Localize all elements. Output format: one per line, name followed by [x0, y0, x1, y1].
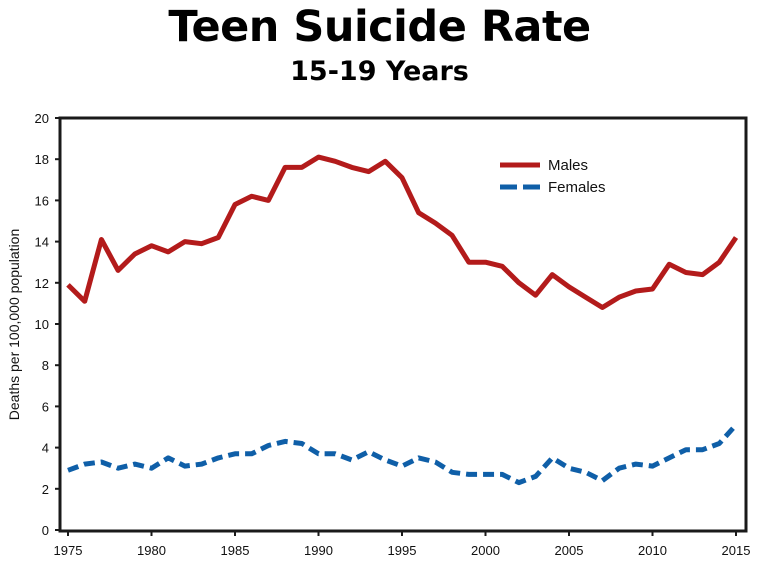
- x-tick-label: 1985: [221, 543, 250, 558]
- y-tick-label: 6: [42, 399, 49, 414]
- x-tick-label: 1990: [304, 543, 333, 558]
- x-tick-label: 2015: [722, 543, 751, 558]
- y-tick-label: 20: [35, 111, 49, 126]
- x-tick-label: 2010: [638, 543, 667, 558]
- series-line-females: [67, 423, 738, 486]
- chart-title: Teen Suicide Rate: [168, 2, 591, 52]
- y-tick-label: 16: [35, 193, 49, 208]
- legend-label-females: Females: [548, 179, 606, 196]
- y-tick-label: 0: [42, 523, 49, 538]
- y-tick-label: 4: [42, 441, 49, 456]
- series-line-males: [66, 154, 739, 310]
- y-axis-label: Deaths per 100,000 population: [6, 229, 22, 420]
- x-tick-label: 1995: [388, 543, 417, 558]
- x-tick-label: 1975: [54, 543, 83, 558]
- x-tick-label: 2000: [471, 543, 500, 558]
- y-tick-label: 10: [35, 317, 49, 332]
- chart-subtitle: 15-19 Years: [290, 56, 469, 87]
- legend-label-males: Males: [548, 157, 588, 174]
- y-tick-label: 14: [35, 235, 49, 250]
- y-tick-label: 8: [42, 358, 49, 373]
- y-tick-label: 2: [42, 482, 49, 497]
- x-tick-label: 1980: [137, 543, 166, 558]
- x-tick-label: 2005: [555, 543, 584, 558]
- y-tick-label: 18: [35, 152, 49, 167]
- y-tick-label: 12: [35, 276, 49, 291]
